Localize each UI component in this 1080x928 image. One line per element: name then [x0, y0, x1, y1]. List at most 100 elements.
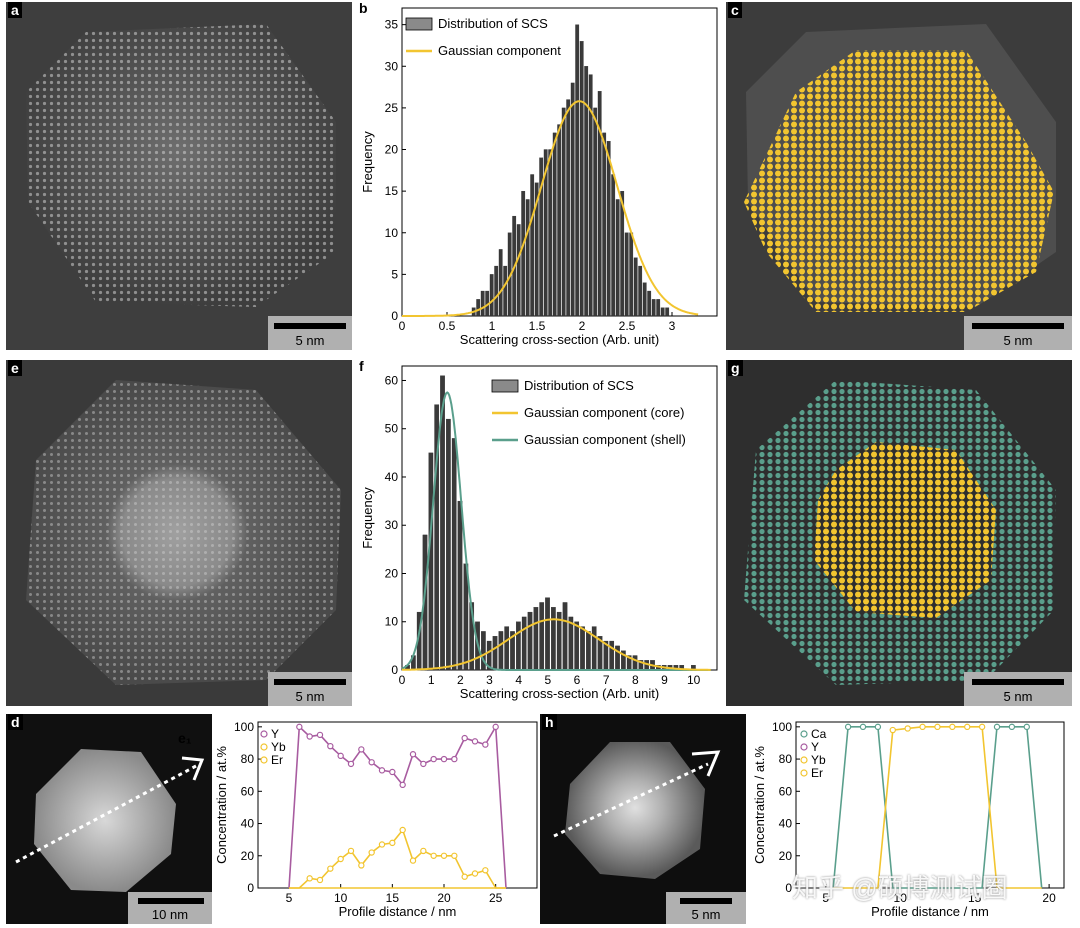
- x-tick-label: 8: [632, 673, 639, 687]
- histogram-bar: [548, 149, 553, 317]
- series-marker: [368, 849, 375, 856]
- x-axis-label: Profile distance / nm: [871, 904, 989, 919]
- scale-label-d: 10 nm: [152, 907, 188, 922]
- series-marker: [1008, 723, 1016, 731]
- panel-label-g: g: [728, 360, 743, 376]
- x-axis-label: Profile distance / nm: [339, 904, 457, 919]
- panel-label-h: h: [542, 714, 557, 730]
- arrow-head-icon: [181, 756, 205, 781]
- series-marker: [378, 767, 386, 774]
- series-marker: [378, 841, 386, 848]
- y-tick-label: 80: [779, 752, 793, 766]
- series-marker: [399, 826, 406, 834]
- histogram-bar: [580, 626, 585, 671]
- series-line: [288, 724, 507, 889]
- scale-label-a: 5 nm: [296, 333, 325, 348]
- legend-label: Er: [811, 766, 823, 780]
- y-axis-label: Frequency: [360, 131, 375, 193]
- series-marker: [492, 723, 499, 731]
- legend-swatch-bar: [405, 17, 433, 31]
- x-tick-label: 3: [669, 319, 676, 333]
- y-tick-label: 30: [385, 518, 399, 532]
- series-marker: [949, 723, 956, 731]
- histogram-bar: [638, 265, 643, 317]
- x-tick-label: 3: [486, 673, 493, 687]
- stem-image-e: 5 nm: [6, 360, 352, 706]
- histogram-bar: [486, 640, 492, 671]
- atom-overlay-c: [744, 50, 1054, 312]
- histogram-bar: [568, 616, 574, 671]
- panel-label-e: e: [8, 360, 22, 376]
- series-marker: [461, 734, 468, 742]
- x-tick-label: 10: [894, 891, 908, 905]
- series-marker: [389, 839, 396, 847]
- series-marker: [316, 731, 324, 739]
- series-marker: [327, 865, 334, 872]
- scale-label-e: 5 nm: [296, 689, 325, 704]
- panel-d-image: 10 nm d e₁: [6, 714, 212, 924]
- x-tick-label: 15: [386, 891, 400, 905]
- profile-chart-e1: 5 10 15 20 25 0 20 40 60 80 100 Profile distance / …: [214, 720, 538, 919]
- legend-label: Yb: [271, 740, 286, 754]
- x-tick-label: 0: [399, 673, 406, 687]
- series-marker: [389, 768, 396, 776]
- histogram-bar: [586, 631, 591, 671]
- series-marker: [964, 723, 971, 731]
- panel-label-b: b: [359, 0, 368, 16]
- series-marker: [358, 746, 365, 753]
- histogram-bar: [492, 636, 498, 671]
- histogram-bar: [498, 249, 503, 317]
- histogram-bar: [588, 74, 593, 317]
- x-tick-label: 4: [515, 673, 522, 687]
- x-tick-label: 2: [579, 319, 586, 333]
- histogram-bar: [574, 621, 580, 671]
- histogram-bar: [481, 631, 486, 671]
- watermark: 知乎 @硕博测试圈: [792, 873, 1008, 903]
- gaussian-curve: [401, 391, 711, 671]
- series-marker: [461, 873, 468, 880]
- scale-bar-a: [274, 323, 346, 329]
- histogram-bar: [521, 190, 526, 317]
- panel-label-a: a: [8, 2, 22, 18]
- x-tick-label: 15: [968, 891, 982, 905]
- histogram-bar: [543, 149, 548, 317]
- panel-b-chart: 0 0.5 1 1.5 2 2.5 3 0 5 10 15 20 25 30 35 Scattering cr…: [352, 0, 722, 352]
- scale-bar-g: [972, 679, 1064, 685]
- x-tick-label: 2: [457, 673, 464, 687]
- series-marker: [368, 759, 375, 766]
- histogram-bar: [534, 182, 539, 317]
- x-tick-label: 1: [428, 673, 435, 687]
- y-tick-label: 80: [241, 752, 255, 766]
- y-tick-label: 35: [385, 18, 399, 32]
- histogram-bar: [494, 265, 499, 317]
- series-marker: [440, 852, 448, 859]
- histogram-bar: [606, 141, 611, 317]
- scale-bar-c: [972, 323, 1064, 329]
- histogram-bar: [651, 299, 656, 317]
- histogram-bar: [525, 199, 530, 317]
- legend-label: Gaussian component (shell): [524, 432, 686, 447]
- scale-label-c: 5 nm: [1004, 333, 1033, 348]
- series-marker: [347, 847, 355, 855]
- histogram-bar: [624, 232, 629, 317]
- series-marker: [471, 870, 479, 877]
- series-marker: [337, 855, 344, 863]
- stem-image-a: 5 nm: [6, 2, 352, 350]
- scale-bar-d: [138, 898, 204, 904]
- legend-swatch-bar: [491, 379, 519, 393]
- x-tick-label: 10: [334, 891, 348, 905]
- panel-label-e1: e₁: [178, 730, 192, 746]
- legend-marker: [800, 743, 808, 751]
- y-tick-label: 0: [785, 881, 792, 895]
- x-tick-label: 5: [286, 891, 293, 905]
- x-tick-label: 20: [437, 891, 451, 905]
- histogram-bar: [440, 375, 445, 671]
- legend-marker: [260, 730, 268, 738]
- y-tick-label: 60: [779, 784, 793, 798]
- histogram-bar: [476, 299, 481, 317]
- histogram-bar: [665, 307, 670, 317]
- series-marker: [978, 723, 986, 731]
- legend-label: Y: [271, 727, 279, 741]
- series-marker: [451, 852, 458, 859]
- histogram-bar: [615, 199, 620, 317]
